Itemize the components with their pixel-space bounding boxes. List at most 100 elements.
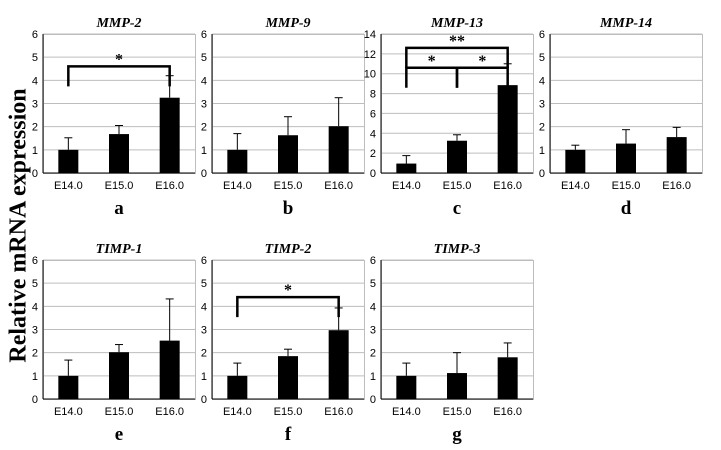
panel-label: a (114, 198, 124, 219)
chart-panel-e: 0 1 2 3 4 5 6 E14.0 E15.0 E16.0 TIMP-1 e (32, 242, 196, 445)
y-tick-label: 4 (201, 301, 207, 313)
x-tick-label: E16.0 (662, 180, 691, 192)
y-tick-label: 1 (32, 371, 38, 383)
bar (109, 134, 129, 173)
x-tick-label: E16.0 (324, 180, 353, 192)
y-tick-label: 5 (539, 52, 545, 64)
y-tick-label: 0 (370, 394, 376, 406)
bar (278, 135, 298, 173)
y-tick-label: 0 (201, 168, 207, 180)
y-tick-label: 2 (370, 348, 376, 360)
y-tick-label: 5 (32, 278, 38, 290)
panel-label: d (621, 198, 632, 219)
y-tick-label: 6 (539, 29, 545, 41)
y-tick-label: 0 (32, 168, 38, 180)
chart-title: TIMP-3 (434, 242, 481, 257)
y-tick-label: 0 (32, 394, 38, 406)
chart-title: MMP-14 (599, 16, 652, 31)
y-tick-label: 0 (370, 168, 376, 180)
bar (109, 352, 129, 399)
x-tick-label: E15.0 (105, 180, 134, 192)
bar (666, 137, 687, 173)
panel-label: g (452, 424, 462, 445)
bar (58, 375, 79, 399)
bar (497, 357, 518, 399)
y-tick-label: 1 (370, 371, 376, 383)
y-tick-label: 1 (201, 145, 207, 157)
chart-title: MMP-9 (264, 16, 310, 31)
x-tick-label: E15.0 (612, 180, 641, 192)
bar (616, 143, 636, 173)
panel-label: b (283, 198, 294, 219)
x-tick-label: E16.0 (324, 406, 353, 418)
bar (159, 97, 180, 173)
chart-panel-d: 0 1 2 3 4 5 6 E14.0 E15.0 E16.0 MMP-14 d (539, 16, 703, 219)
significance-marker: * (284, 282, 292, 299)
y-tick-label: 6 (32, 29, 38, 41)
significance-marker: * (115, 51, 123, 68)
bar (278, 356, 298, 399)
chart-panel-b: 0 1 2 3 4 5 6 E14.0 E15.0 E16.0 MMP-9 b (201, 16, 365, 219)
x-tick-label: E16.0 (155, 180, 184, 192)
y-tick-label: 2 (370, 148, 376, 160)
chart-panel-a: 0 1 2 3 4 5 6 E14.0 E15.0 E16.0 * MMP-2 a (32, 16, 196, 219)
bar (565, 149, 586, 173)
y-tick-label: 1 (201, 371, 207, 383)
significance-bracket (67, 65, 171, 87)
chart-title: MMP-2 (95, 16, 141, 31)
y-tick-label: 6 (370, 255, 376, 267)
y-tick-label: 3 (370, 325, 376, 337)
y-tick-label: 1 (32, 145, 38, 157)
y-tick-label: 5 (201, 278, 207, 290)
chart-panel-f: 0 1 2 3 4 5 6 E14.0 E15.0 E16.0 * TIMP-2 f (201, 242, 365, 445)
significance-bracket (455, 66, 509, 88)
panel-label: c (453, 198, 461, 219)
y-tick-label: 3 (539, 99, 545, 111)
y-tick-label: 0 (539, 168, 545, 180)
significance-bracket (236, 295, 340, 318)
bar (396, 163, 417, 173)
y-tick-label: 3 (201, 99, 207, 111)
x-tick-label: E14.0 (54, 180, 83, 192)
y-tick-label: 4 (370, 301, 376, 313)
significance-marker: * (478, 53, 486, 70)
chart-title: MMP-13 (430, 16, 483, 31)
x-tick-label: E16.0 (493, 406, 522, 418)
chart-title: TIMP-1 (96, 242, 143, 257)
bar (58, 149, 79, 173)
y-tick-label: 4 (539, 75, 545, 87)
y-tick-label: 2 (32, 348, 38, 360)
y-tick-label: 1 (539, 145, 545, 157)
y-tick-label: 5 (32, 52, 38, 64)
bar (396, 375, 417, 399)
y-tick-label: 6 (201, 255, 207, 267)
panel-label: f (285, 424, 292, 445)
y-tick-label: 4 (32, 301, 38, 313)
y-tick-label: 2 (32, 122, 38, 134)
x-tick-label: E14.0 (561, 180, 590, 192)
chart-title: TIMP-2 (265, 242, 312, 257)
x-tick-label: E15.0 (274, 180, 303, 192)
y-tick-label: 3 (32, 99, 38, 111)
bar (227, 149, 248, 173)
y-tick-label: 3 (32, 325, 38, 337)
chart-panel-g: 0 1 2 3 4 5 6 E14.0 E15.0 E16.0 TIMP-3 g (370, 242, 534, 445)
significance-marker: ** (449, 33, 465, 50)
y-tick-label: 6 (370, 108, 376, 120)
significance-marker: * (428, 53, 436, 70)
x-tick-label: E15.0 (274, 406, 303, 418)
x-tick-label: E14.0 (223, 406, 252, 418)
x-tick-label: E15.0 (443, 180, 472, 192)
x-tick-label: E16.0 (493, 180, 522, 192)
y-tick-label: 14 (364, 29, 376, 41)
x-tick-label: E14.0 (392, 180, 421, 192)
x-tick-label: E14.0 (392, 406, 421, 418)
y-tick-label: 12 (364, 49, 376, 61)
x-tick-label: E15.0 (443, 406, 472, 418)
bar (328, 330, 349, 399)
significance-bracket (405, 46, 509, 68)
bar (328, 126, 349, 173)
bar (497, 85, 518, 173)
y-tick-label: 2 (201, 348, 207, 360)
